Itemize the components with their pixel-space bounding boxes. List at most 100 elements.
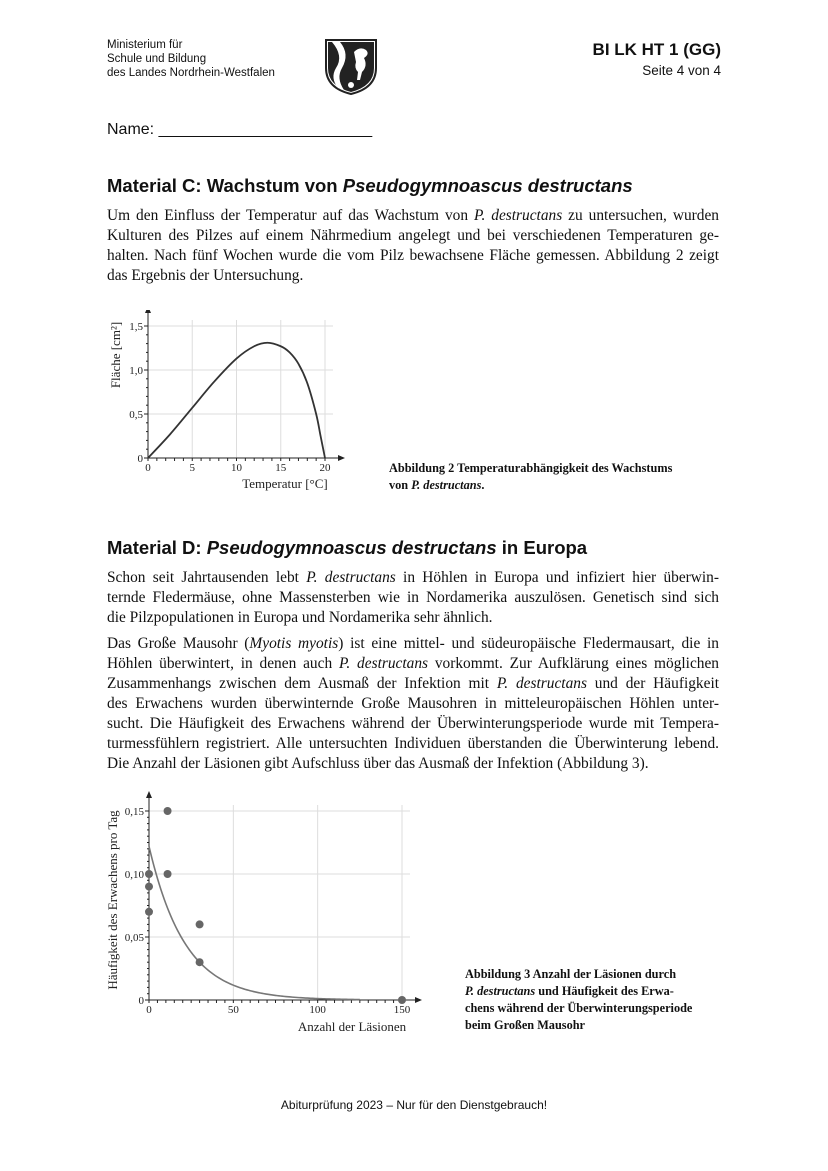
text-segment: in Höhlen in Europa und infiziert hier ü…: [395, 569, 720, 586]
y-axis-arrow: [145, 310, 151, 313]
x-tick-label: 150: [394, 1004, 411, 1016]
x-tick-label: 10: [231, 462, 243, 474]
text-line: ternde Fledermäuse, ohne Massensterben w…: [107, 588, 719, 608]
x-tick-label: 100: [309, 1004, 326, 1016]
material-d-heading: Material D: Pseudogymnoascus destructans…: [107, 537, 587, 559]
x-tick-label: 15: [275, 462, 287, 474]
y-tick-label: 0,5: [129, 409, 143, 421]
data-point: [145, 882, 153, 891]
text-line: Das Große Mausohr (Myotis myotis) ist ei…: [107, 634, 719, 654]
figure-2-chart: 0 5 10 15 20 0 0,5 1,0 1,5 Temperatur [°C] Fläche …: [108, 310, 345, 491]
text-line: Zusammenhangs zwischen dem Ausmaß der In…: [107, 674, 719, 694]
text-segment: Die Anzahl der Läsionen gibt Aufschluss …: [107, 755, 649, 772]
text-segment: Schon seit Jahrtausenden lebt: [107, 569, 307, 586]
text-segment: das Ergebnis der Untersuchung.: [107, 267, 304, 284]
text-line: die Pilzpopulationen in Europa und Norda…: [107, 608, 719, 628]
y-tick-label: 0: [139, 995, 145, 1007]
italic-term: P. destructans: [496, 675, 587, 692]
material-d-text-1: Schon seit Jahrtausenden lebt P. destruc…: [107, 568, 719, 628]
text-line: des Erwachens wurden überwinternde Große…: [107, 694, 719, 714]
y-tick-label: 0,05: [125, 932, 145, 944]
text-line: P. destructans und Häufigkeit des Erwa-: [465, 983, 692, 1000]
text-segment: vorkommt. Zur Aufklärung eines möglichen: [428, 655, 719, 672]
text-segment: beim Großen Mausohr: [465, 1018, 586, 1032]
text-line: Die Anzahl der Läsionen gibt Aufschluss …: [107, 754, 719, 774]
data-point: [163, 807, 172, 815]
text-segment: die Pilzpopulationen in Europa und Norda…: [107, 609, 493, 626]
text-line: beim Großen Mausohr: [465, 1017, 692, 1034]
ministry-line: Ministerium für: [107, 39, 183, 51]
footer: Abiturprüfung 2023 – Nur für den Dienstg…: [280, 1098, 548, 1112]
text-line: Um den Einfluss der Temperatur auf das W…: [107, 206, 719, 226]
y-tick-label: 0,10: [125, 869, 145, 881]
text-segment: halten. Nach fünf Wochen wurde die vom P…: [107, 247, 719, 264]
y-tick-label: 0,15: [125, 806, 145, 818]
data-point: [145, 870, 153, 878]
text-line: das Ergebnis der Untersuchung.: [107, 266, 719, 286]
x-axis-arrow: [415, 997, 422, 1003]
data-point: [195, 958, 204, 967]
ministry-name: Ministerium für Schule und Bildung des L…: [107, 38, 275, 80]
ministry-line: Schule und Bildung: [107, 53, 207, 65]
ministry-line: des Landes Nordrhein-Westfalen: [107, 67, 275, 79]
text-segment: ) ist eine mittel- und südeuropäische Fl…: [338, 635, 719, 652]
heading-text: Material D:: [107, 537, 207, 558]
y-tick-label: 1,5: [129, 321, 143, 333]
text-segment: Kulturen des Pilzes auf einem Nährmedium…: [107, 227, 719, 244]
name-field[interactable]: Name: ________________________: [107, 121, 373, 138]
italic-term: P. destructans: [465, 984, 536, 998]
material-d-text-2: Das Große Mausohr (Myotis myotis) ist ei…: [107, 634, 719, 774]
text-segment: zu untersuchen, wurden: [562, 207, 719, 224]
y-axis-label: Fläche [cm²]: [108, 322, 123, 388]
text-segment: .: [481, 478, 485, 492]
text-segment: Zusammenhangs zwischen dem Ausmaß der In…: [107, 675, 497, 692]
italic-term: P. destructans: [306, 569, 396, 586]
heading-text: Material C: Wachstum von: [107, 175, 343, 196]
text-segment: und der Häufigkeit: [586, 675, 719, 692]
material-c-heading: Material C: Wachstum von Pseudogymnoascu…: [107, 175, 633, 197]
nrw-logo-icon: [325, 39, 377, 96]
figure-3-caption: Abbildung 3 Anzahl der Läsionen durch P. …: [465, 966, 692, 1034]
text-line: halten. Nach fünf Wochen wurde die vom P…: [107, 246, 719, 266]
text-line: Höhlen überwintert, in denen auch P. des…: [107, 654, 719, 674]
x-tick-label: 5: [190, 462, 196, 474]
text-segment: chens während der Überwinterungsperiode: [465, 1001, 693, 1015]
text-line: von P. destructans.: [389, 477, 672, 494]
x-tick-label: 20: [320, 462, 332, 474]
exam-code: BI LK HT 1 (GG): [592, 40, 721, 59]
y-tick-label: 1,0: [129, 365, 143, 377]
text-segment: sucht. Die Häufigkeit des Erwachens währ…: [107, 715, 719, 732]
x-tick-label: 0: [145, 462, 151, 474]
y-tick-label: 0: [138, 453, 144, 465]
data-point: [398, 996, 406, 1004]
data-point: [145, 907, 153, 916]
text-segment: Höhlen überwintert, in denen auch: [107, 655, 339, 672]
growth-curve: [147, 341, 326, 459]
x-axis-label: Anzahl der Läsionen: [298, 1019, 407, 1034]
text-segment: und Häufigkeit des Erwa-: [535, 984, 674, 998]
text-segment: ternde Fledermäuse, ohne Massensterben w…: [107, 589, 719, 606]
text-line: Abbildung 2 Temperaturabhängigkeit des W…: [389, 460, 672, 477]
material-c-text: Um den Einfluss der Temperatur auf das W…: [107, 206, 719, 286]
page-number: Seite 4 von 4: [642, 63, 721, 78]
x-tick-label: 0: [146, 1004, 152, 1016]
x-axis-arrow: [338, 455, 345, 461]
heading-text: in Europa: [496, 537, 588, 558]
text-segment: Das Große Mausohr (: [107, 635, 250, 652]
y-axis-arrow: [146, 791, 152, 798]
x-axis-label: Temperatur [°C]: [242, 476, 328, 491]
y-axis-label: Häufigkeit des Erwachens pro Tag: [105, 810, 120, 990]
text-segment: Um den Einfluss der Temperatur auf das W…: [107, 207, 475, 224]
figure-3-chart: 0 50 100 150 0 0,05 0,10 0,15 Anzahl der Läsione…: [105, 791, 422, 1034]
text-line: Abbildung 3 Anzahl der Läsionen durch: [465, 966, 692, 983]
text-segment: turmessfühlern registriert. Alle untersu…: [107, 735, 719, 752]
text-segment: Abbildung 2 Temperaturabhängigkeit des W…: [389, 461, 673, 475]
text-line: Kulturen des Pilzes auf einem Nährmedium…: [107, 226, 719, 246]
fit-curve: [148, 846, 360, 1001]
data-point: [195, 920, 204, 929]
heading-species: Pseudogymnoascus destructans: [342, 175, 633, 196]
text-line: turmessfühlern registriert. Alle untersu…: [107, 734, 719, 754]
text-segment: von: [389, 478, 412, 492]
figure-2-caption: Abbildung 2 Temperaturabhängigkeit des W…: [389, 460, 672, 494]
